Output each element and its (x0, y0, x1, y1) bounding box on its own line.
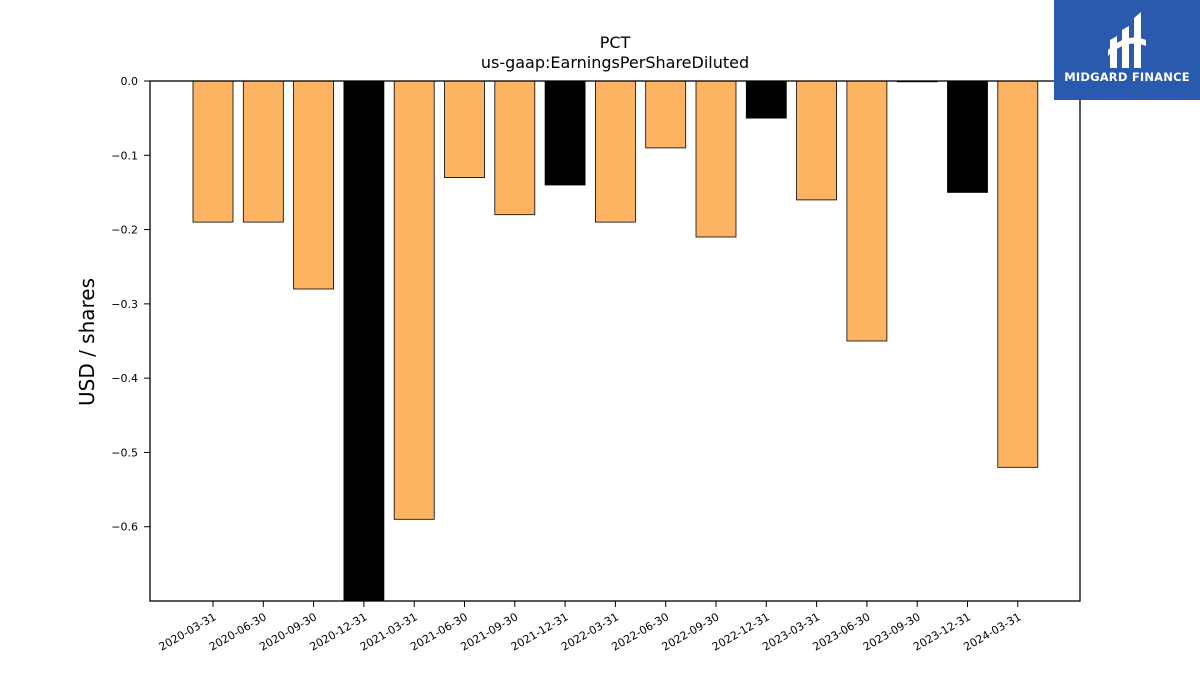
x-tick-label: 2024-03-31 (961, 610, 1023, 653)
y-ticks-group: 0.0 −0.1 −0.2 −0.3 −0.4 −0.5 −0.6 (111, 75, 150, 534)
y-tick-label: −0.3 (111, 298, 138, 311)
y-axis-label: USD / shares (75, 278, 99, 406)
bars-group (192, 80, 1039, 602)
y-tick-label: −0.2 (111, 224, 138, 237)
bar-2022-12-31 (745, 80, 787, 119)
y-tick-label: −0.4 (111, 372, 138, 385)
midgard-finance-logo: MIDGARD FINANCE (1054, 0, 1200, 100)
plot-frame (149, 80, 1081, 602)
chart-title: PCT (600, 33, 631, 52)
bar-2020-06-30 (242, 80, 284, 223)
bar-2020-03-31 (192, 80, 234, 223)
bar-2021-03-31 (393, 80, 435, 520)
logo-text: MIDGARD FINANCE (1064, 70, 1190, 84)
y-tick-label: −0.5 (111, 446, 138, 459)
y-tick-label: −0.6 (111, 521, 138, 534)
bar-2020-09-30 (293, 80, 335, 290)
bar-2023-06-30 (846, 80, 888, 342)
y-tick-label: 0.0 (121, 75, 139, 88)
y-tick-label: −0.1 (111, 149, 138, 162)
bar-2022-03-31 (595, 80, 636, 223)
bar-2021-09-30 (494, 80, 536, 216)
bar-2020-12-31 (343, 80, 385, 602)
chart-subtitle: us-gaap:EarningsPerShareDiluted (481, 53, 749, 72)
bar-2022-09-30 (695, 80, 737, 238)
bar-2021-06-30 (444, 80, 485, 178)
midgard-logo-icon (1108, 12, 1146, 68)
bar-2024-03-31 (997, 80, 1039, 468)
bar-2023-12-31 (947, 80, 988, 193)
bar-2023-03-31 (796, 80, 837, 201)
x-ticks-group: 2020-03-312020-06-302020-09-302020-12-31… (157, 601, 1023, 654)
bar-2021-12-31 (544, 80, 586, 186)
bar-2022-06-30 (645, 80, 687, 149)
